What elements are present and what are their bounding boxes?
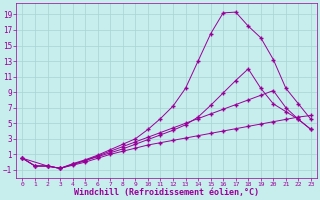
X-axis label: Windchill (Refroidissement éolien,°C): Windchill (Refroidissement éolien,°C) <box>74 188 259 197</box>
